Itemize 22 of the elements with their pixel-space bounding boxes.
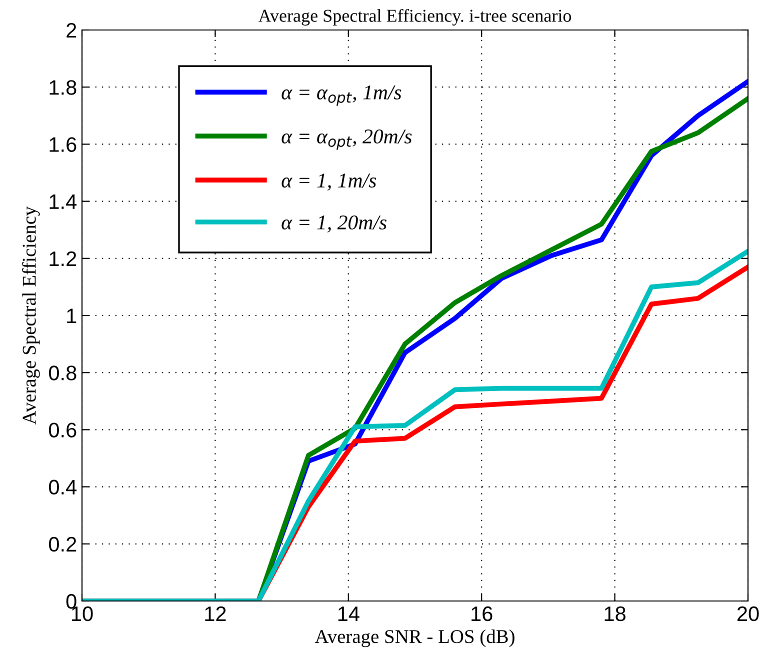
- y-tick-label: 0.4: [48, 480, 77, 495]
- y-tick-label: 1.2: [50, 251, 76, 266]
- legend-label: α = 1, 20m/s: [282, 215, 386, 232]
- y-tick-label: 2: [66, 23, 76, 38]
- y-tick-label: 1.6: [50, 137, 76, 152]
- y-axis-title: Average Spectral Efficiency: [22, 206, 40, 425]
- x-axis-title: Average SNR - LOS (dB): [314, 629, 514, 648]
- y-tick-label: 0.8: [48, 366, 76, 380]
- chart-title: Average Spectral Efficiency. i-tree scenario: [258, 8, 572, 26]
- y-tick-label: 1.8: [50, 80, 76, 95]
- x-tick-label: 18: [604, 606, 626, 622]
- x-tick-label: 20: [737, 606, 759, 622]
- legend-label: α = α$_{opt}$, 1m/s: [282, 85, 402, 106]
- y-tick-label: 1: [67, 308, 76, 324]
- y-tick-label: 1.4: [50, 194, 77, 209]
- legend-label: α = α$_{opt}$, 20m/s: [282, 129, 412, 150]
- y-tick-label: 0.2: [48, 536, 76, 552]
- legend-label: α = 1, 1m/s: [282, 174, 376, 191]
- x-tick-label: 12: [205, 606, 226, 621]
- x-tick-label: 14: [338, 606, 360, 621]
- x-tick-label: 16: [472, 606, 492, 622]
- y-tick-label: 0.6: [48, 422, 76, 438]
